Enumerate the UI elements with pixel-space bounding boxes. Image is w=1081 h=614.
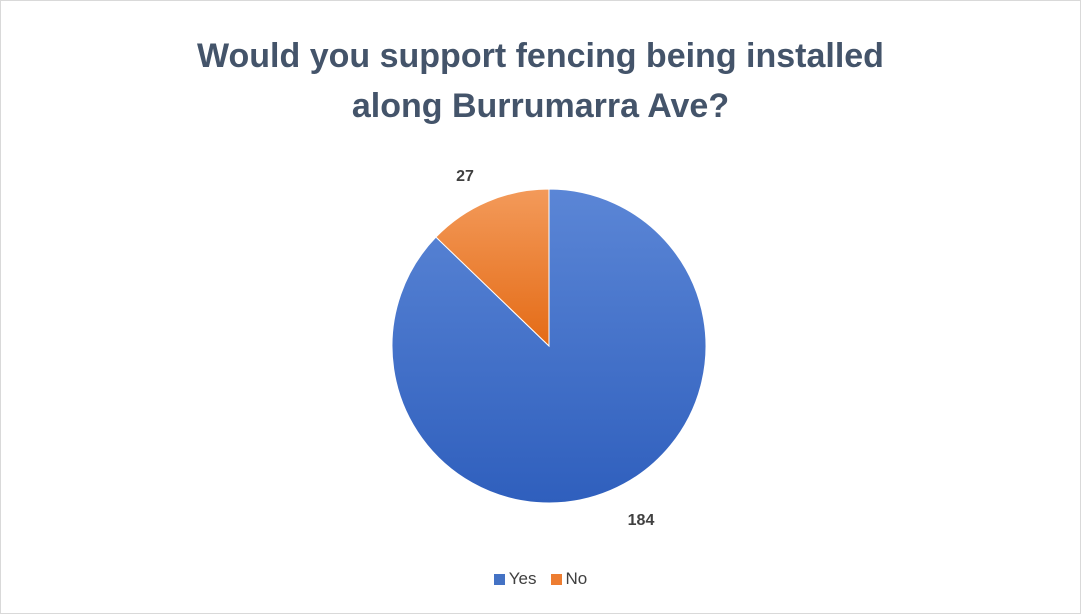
legend-label-no: No bbox=[565, 569, 588, 588]
legend-swatch-yes bbox=[493, 573, 505, 585]
chart-title: Would you support fencing being installe… bbox=[1, 31, 1080, 131]
data-label-yes: 184 bbox=[628, 512, 655, 529]
legend-item-yes: Yes bbox=[493, 569, 537, 589]
legend: Yes No bbox=[1, 569, 1080, 589]
data-label-no: 27 bbox=[456, 168, 474, 185]
legend-label-yes: Yes bbox=[508, 569, 537, 588]
legend-item-no: No bbox=[550, 569, 588, 589]
legend-swatch-no bbox=[550, 573, 562, 585]
pie-slice-no bbox=[435, 188, 550, 348]
chart-title-line-2: along Burrumarra Ave? bbox=[351, 87, 730, 125]
chart-title-line-1: Would you support fencing being installe… bbox=[197, 37, 884, 75]
